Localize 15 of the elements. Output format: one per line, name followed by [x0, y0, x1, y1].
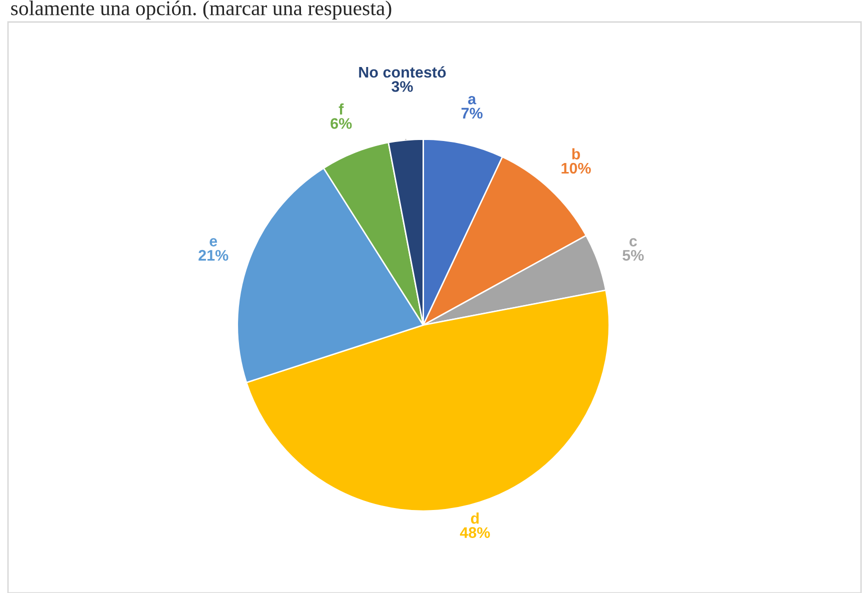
data-label: 3%: [392, 81, 413, 92]
slice-label: c: [629, 238, 637, 246]
slice-label: e: [210, 238, 218, 246]
chart-title: solamente una opción. (marcar una respuesta): [11, 0, 392, 20]
data-label: 6%: [330, 118, 352, 129]
data-label: 48%: [460, 527, 490, 538]
data-label: 7%: [462, 108, 483, 119]
data-label: 10%: [562, 162, 591, 174]
slice-label: d: [470, 512, 479, 524]
data-label: 5%: [622, 250, 644, 261]
slice-label: No contestó: [359, 66, 446, 78]
slice-label: f: [338, 103, 344, 114]
slice-label: b: [572, 148, 580, 160]
data-label: 21%: [198, 250, 228, 261]
slice-label: a: [468, 96, 476, 104]
